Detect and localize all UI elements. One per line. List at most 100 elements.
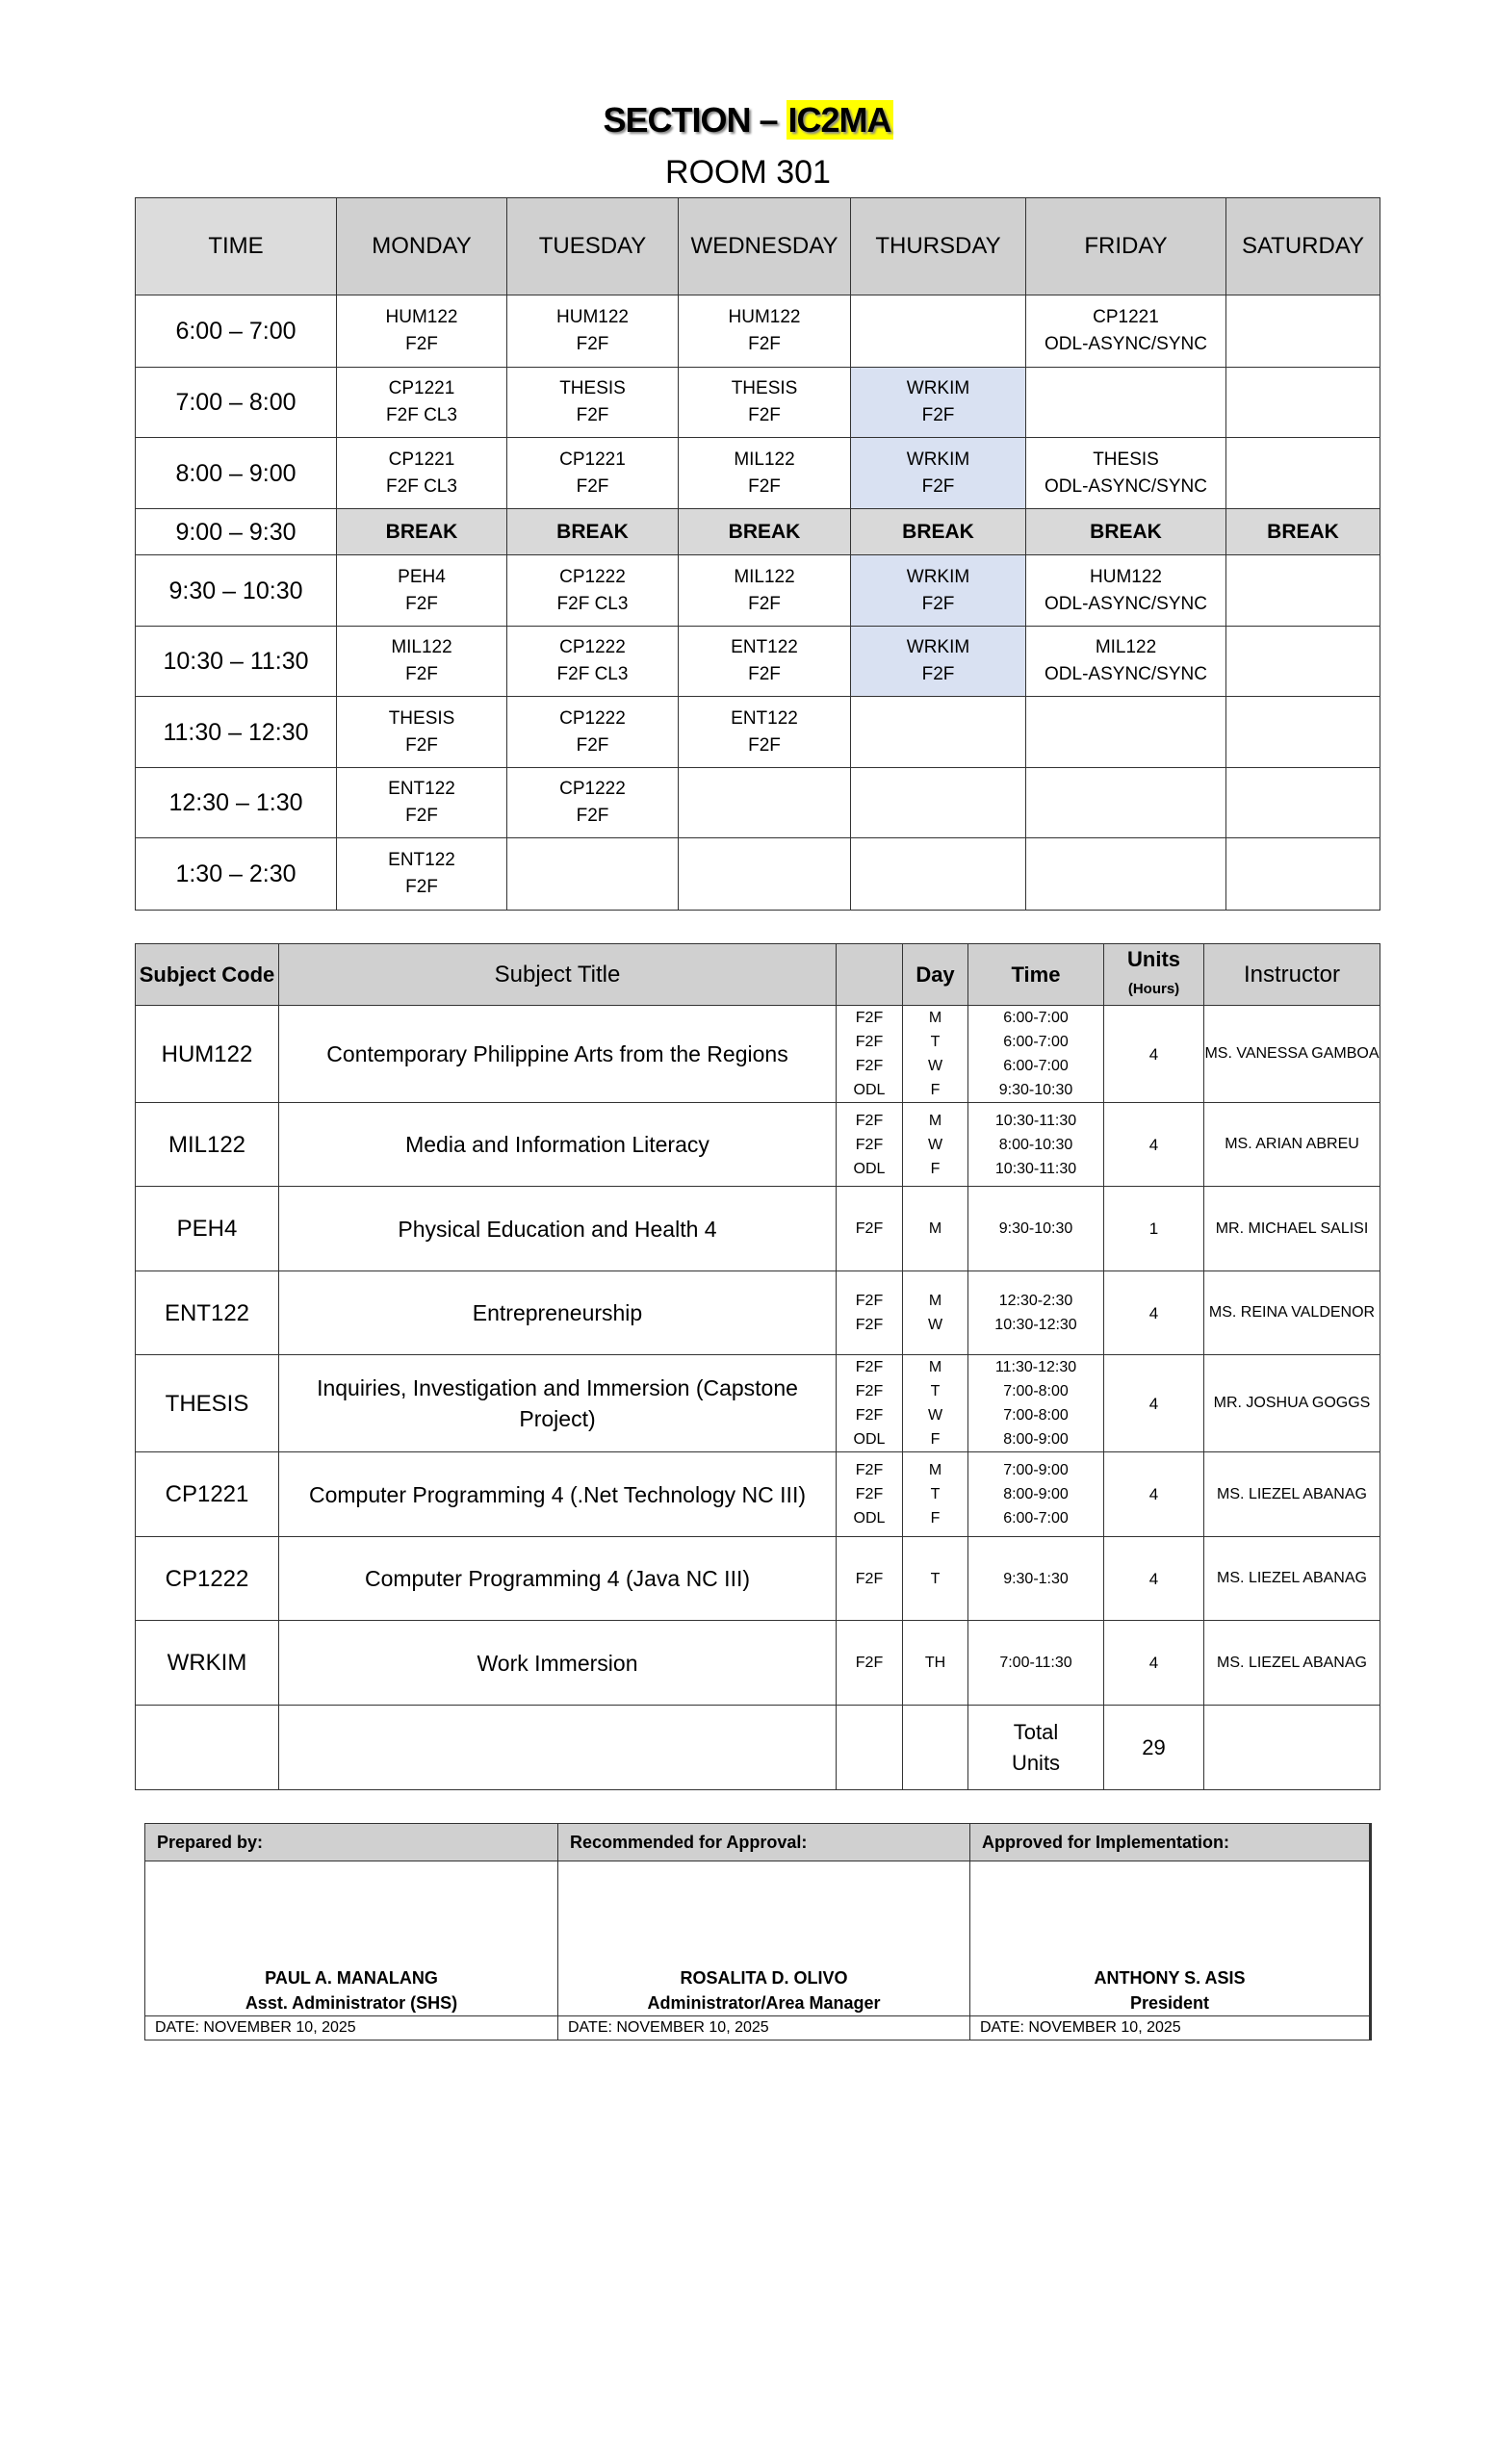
class-cell: CP1221 F2F (506, 437, 679, 509)
class-cell: MIL122 F2F (678, 554, 851, 627)
subject-instructor: MS. REINA VALDENOR (1203, 1270, 1380, 1355)
class-mode: F2F (576, 806, 609, 826)
class-cell: WRKIM F2F (850, 554, 1026, 627)
class-mode: F2F (921, 664, 955, 684)
subject-units: 4 (1103, 1005, 1204, 1103)
empty-cell (850, 295, 1026, 368)
total-units: 29 (1103, 1705, 1204, 1790)
class-code: MIL122 (391, 637, 452, 657)
class-mode: F2F (405, 334, 438, 354)
signatory-role: President (1129, 1993, 1210, 2013)
class-code: WRKIM (906, 378, 970, 398)
schedule-row: 1:30 – 2:30 ENT122 F2F (135, 837, 1380, 911)
mode-line: F2F (855, 1058, 884, 1074)
signatory: PAUL A. MANALANG Asst. Administrator (SHS… (144, 1861, 558, 2016)
day-line: W (927, 1317, 943, 1333)
mode-line: F2F (855, 1383, 884, 1399)
class-code: HUM122 (556, 307, 629, 327)
day-line: W (927, 1136, 943, 1153)
day-line: T (930, 1034, 941, 1050)
subject-row: PEH4 Physical Education and Health 4 F2F M 9… (135, 1186, 1380, 1271)
time-line: 6:00-7:00 (1003, 1058, 1069, 1074)
header-wednesday: WEDNESDAY (678, 197, 851, 295)
day-line: W (927, 1407, 943, 1424)
subject-time: 7:00-11:30 (967, 1620, 1104, 1706)
subject-time: 9:30-10:30 (967, 1186, 1104, 1271)
break-cell: BREAK (850, 508, 1026, 555)
class-code: THESIS (559, 378, 626, 398)
subject-instructor: MR. MICHAEL SALISI (1203, 1186, 1380, 1271)
header-time: Time (967, 943, 1104, 1006)
signatory-name: ANTHONY S. ASIS (1094, 1968, 1246, 1988)
class-mode: ODL-ASYNC/SYNC (1045, 475, 1207, 497)
mode-line: ODL (853, 1082, 886, 1098)
subject-day: M (902, 1186, 968, 1271)
mode-line: F2F (855, 1220, 884, 1237)
break-cell: BREAK (1025, 508, 1226, 555)
header-subject-title: Subject Title (278, 943, 837, 1006)
subject-day: T (902, 1536, 968, 1621)
mode-line: ODL (853, 1510, 886, 1527)
room-label: ROOM 301 (665, 154, 831, 191)
header-saturday: SATURDAY (1225, 197, 1380, 295)
empty-cell (1025, 367, 1226, 438)
signatory-name: PAUL A. MANALANG (265, 1968, 438, 1988)
day-line: T (930, 1570, 941, 1587)
header-tuesday: TUESDAY (506, 197, 679, 295)
mode-line: F2F (855, 1462, 884, 1478)
subject-mode: F2F F2F ODL (836, 1451, 903, 1537)
break-row: 9:00 – 9:30 BREAK BREAK BREAK BREAK BREAK BREA… (135, 508, 1380, 555)
empty-cell (1225, 696, 1380, 768)
class-cell: PEH4 F2F (336, 554, 507, 627)
class-code: WRKIM (906, 637, 970, 657)
class-cell: THESIS F2F (336, 696, 507, 768)
mode-line: ODL (853, 1160, 886, 1177)
subject-time: 11:30-12:30 7:00-8:00 7:00-8:00 8:00-9:00 (967, 1354, 1104, 1452)
empty-cell (1203, 1705, 1380, 1790)
class-cell: CP1221 ODL-ASYNC/SYNC (1025, 295, 1226, 368)
class-code: MIL122 (734, 566, 795, 587)
class-mode: ODL-ASYNC/SYNC (1045, 334, 1207, 354)
break-cell: BREAK (506, 508, 679, 555)
subject-code: WRKIM (135, 1620, 279, 1706)
subject-mode: F2F (836, 1186, 903, 1271)
schedule-row: 9:30 – 10:30 PEH4 F2F CP1222 F2F CL3 MIL122 F2… (135, 554, 1380, 627)
time-line: 12:30-2:30 (998, 1293, 1073, 1309)
subject-mode: F2F F2F ODL (836, 1102, 903, 1187)
mode-line: F2F (855, 1655, 884, 1671)
subject-title: Computer Programming 4 (Java NC III) (278, 1536, 837, 1621)
time-slot: 12:30 – 1:30 (135, 767, 337, 838)
subject-units: 4 (1103, 1102, 1204, 1187)
time-slot: 11:30 – 12:30 (135, 696, 337, 768)
day-line: M (928, 1462, 942, 1478)
class-mode: F2F (405, 593, 438, 614)
class-mode: F2F CL3 (386, 475, 457, 497)
class-code: MIL122 (734, 449, 795, 470)
mode-line: F2F (855, 1293, 884, 1309)
signature-label: Recommended for Approval: (557, 1823, 970, 1861)
day-line: TH (924, 1655, 946, 1671)
header-monday: MONDAY (336, 197, 507, 295)
time-slot: 8:00 – 9:00 (135, 437, 337, 509)
subject-instructor: MS. LIEZEL ABANAG (1203, 1451, 1380, 1537)
class-mode: F2F (748, 734, 781, 756)
day-line: F (930, 1082, 941, 1098)
subject-instructor: MS. LIEZEL ABANAG (1203, 1620, 1380, 1706)
header-thursday: THURSDAY (850, 197, 1026, 295)
mode-line: F2F (855, 1570, 884, 1587)
class-code: THESIS (731, 378, 798, 398)
class-cell: THESIS ODL-ASYNC/SYNC (1025, 437, 1226, 509)
class-code: ENT122 (388, 850, 455, 870)
subject-time: 6:00-7:00 6:00-7:00 6:00-7:00 9:30-10:30 (967, 1005, 1104, 1103)
class-mode: F2F CL3 (386, 405, 457, 425)
schedule-row: 10:30 – 11:30 MIL122 F2F CP1222 F2F CL3 ENT12… (135, 626, 1380, 697)
time-slot: 9:00 – 9:30 (135, 508, 337, 555)
signature-label: Approved for Implementation: (969, 1823, 1371, 1861)
subject-row: HUM122 Contemporary Philippine Arts from … (135, 1005, 1380, 1103)
class-cell: ENT122 F2F (678, 696, 851, 768)
class-code: CP1222 (559, 707, 626, 729)
class-code: CP1222 (559, 566, 626, 587)
time-line: 10:30-12:30 (994, 1317, 1077, 1333)
